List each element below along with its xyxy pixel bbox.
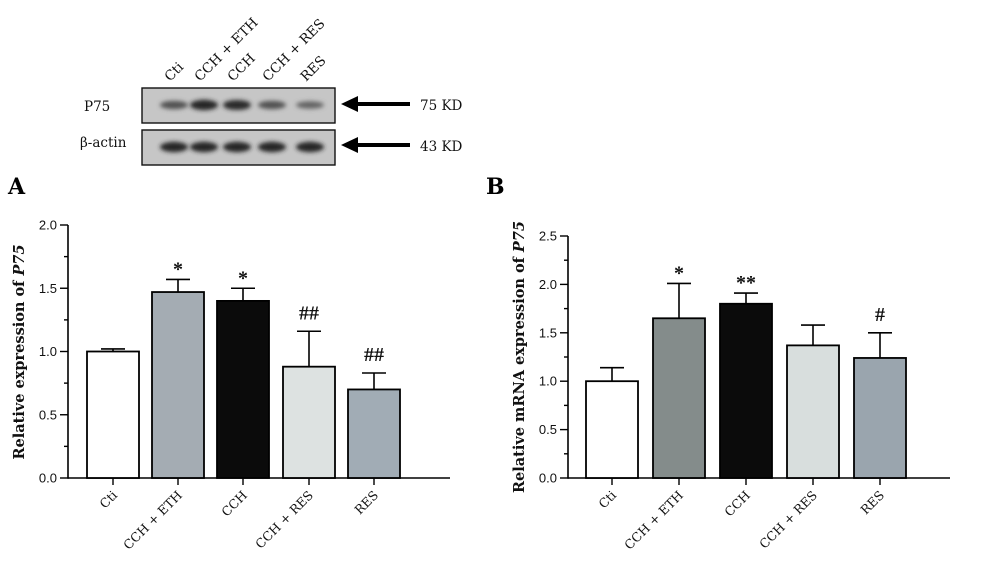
y-tick-label: 1.0 [39,344,57,359]
y-tick-label: 2.0 [539,277,557,292]
bar [86,350,140,479]
bar [585,380,639,479]
blot-band [258,100,286,110]
bar [282,365,336,479]
blot-band [296,101,324,109]
blot-band [296,141,324,153]
y-tick-label: 2.5 [539,229,557,244]
blot-size-43kd: 43 KD [420,139,463,155]
bar [719,302,773,479]
blot-band [160,141,188,153]
blot-band [190,99,218,111]
x-tick-label: RES [857,488,887,518]
blot-lane-label: RES [298,53,330,85]
significance-marker: ## [364,344,384,366]
bar [853,357,907,479]
x-tick-label: Cti [595,488,619,512]
significance-marker: ## [299,302,319,324]
y-tick-label: 0.5 [539,422,557,437]
blot-band [190,141,218,153]
bar [151,291,205,479]
significance-marker: # [875,304,885,326]
y-tick-label: 1.5 [539,325,557,340]
arrow-icon [341,96,410,112]
blot-row-label-actin: β-actin [80,135,127,151]
panel-letter-b: B [486,174,505,200]
x-tick-label: CCH [721,487,753,519]
y-tick-label: 1.0 [539,374,557,389]
y-axis-title-b: Relative mRNA expression of P75 [511,221,528,493]
blot-size-75kd: 75 KD [420,98,463,114]
significance-marker: * [674,262,684,284]
y-axis-title-a: Relative expression of P75 [11,244,28,459]
bar [347,388,401,479]
y-tick-label: 0.0 [39,471,57,486]
x-tick-label: RES [351,488,381,518]
x-tick-label: CCH [218,487,250,519]
bar [652,317,706,479]
chart-panel-a: A Relative expression of P75 0.0 0.5 1.0 1.… [7,174,450,552]
blot-band [160,100,188,110]
arrow-icon [341,137,410,153]
significance-marker: ** [736,272,756,294]
x-tick-label: CCH + RES [756,488,820,552]
blot-lane-label: Cti [162,59,188,85]
y-tick-label: 0.5 [39,407,57,422]
blot-band [223,141,251,153]
panel-letter-a: A [7,174,26,200]
blot-bands [160,99,324,153]
y-tick-label: 0.0 [539,471,557,486]
x-tick-label: Cti [96,488,120,512]
blot-row-label-p75: P75 [84,99,110,115]
y-tick-label: 2.0 [39,218,57,233]
chart-panel-b: B Relative mRNA expression of P75 0.0 0.5… [486,174,950,552]
blot-band [223,99,251,111]
x-tick-label: CCH + ETH [120,487,185,552]
significance-marker: * [173,258,183,280]
blot-band [258,141,286,153]
x-tick-label: CCH + RES [252,488,316,552]
x-tick-label: CCH + ETH [621,487,686,552]
significance-marker: * [238,267,248,289]
bar [216,299,270,479]
y-tick-label: 1.5 [39,281,57,296]
bar [786,344,840,479]
